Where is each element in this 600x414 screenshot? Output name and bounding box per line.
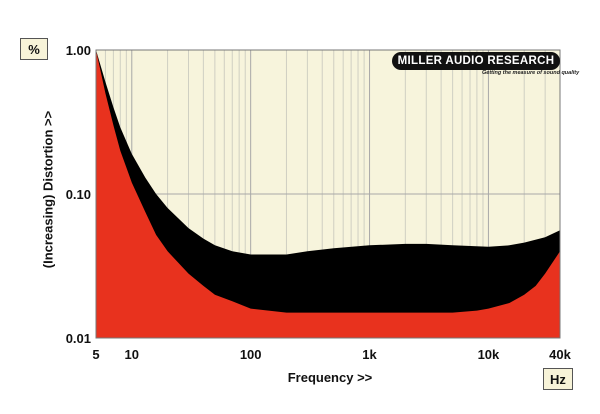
y-axis-label: (Increasing) Distortion >> — [40, 110, 56, 269]
y-tick-label: 1.00 — [66, 43, 91, 58]
x-axis-label: Frequency >> — [287, 370, 373, 385]
logo-wordmark: MILLER AUDIO RESEARCH — [392, 52, 560, 70]
x-tick-labels: 5 10 100 1k 10k 40k — [92, 347, 571, 362]
x-tick-label: 40k — [549, 347, 571, 362]
x-tick-label: 100 — [240, 347, 262, 362]
x-tick-label: 1k — [362, 347, 377, 362]
brand-logo: MILLER AUDIO RESEARCH Getting the measur… — [392, 52, 579, 80]
x-unit-badge: Hz — [543, 368, 573, 390]
logo-tagline: Getting the measure of sound quality — [482, 70, 580, 76]
x-tick-label: 10 — [125, 347, 139, 362]
y-tick-labels: 1.00 0.10 0.01 — [66, 43, 91, 346]
y-tick-label: 0.01 — [66, 331, 91, 346]
x-tick-label: 5 — [92, 347, 99, 362]
x-tick-label: 10k — [478, 347, 500, 362]
y-tick-label: 0.10 — [66, 187, 91, 202]
plot-border — [95, 49, 561, 339]
distortion-band-area — [96, 50, 560, 338]
y-unit-badge: % — [20, 38, 48, 60]
distortion-area — [96, 50, 560, 338]
